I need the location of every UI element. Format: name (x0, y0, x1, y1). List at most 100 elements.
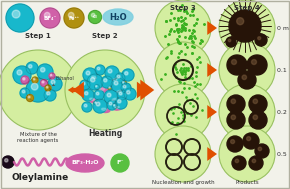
Circle shape (123, 82, 124, 83)
Text: F⁻: F⁻ (116, 160, 124, 166)
Circle shape (83, 68, 97, 82)
Ellipse shape (90, 98, 95, 100)
Circle shape (251, 60, 256, 64)
Circle shape (123, 85, 126, 88)
Circle shape (96, 86, 97, 87)
Circle shape (232, 156, 246, 170)
Circle shape (95, 102, 96, 103)
Circle shape (111, 154, 129, 172)
Circle shape (117, 75, 120, 78)
Circle shape (227, 95, 245, 113)
Ellipse shape (115, 106, 119, 108)
Circle shape (124, 88, 136, 100)
Circle shape (64, 8, 84, 28)
Circle shape (95, 65, 105, 75)
Circle shape (115, 97, 127, 109)
Circle shape (95, 84, 99, 90)
Text: Oleylamine: Oleylamine (11, 173, 69, 182)
Circle shape (104, 79, 107, 82)
Text: Step 3: Step 3 (170, 5, 196, 11)
Circle shape (46, 86, 48, 88)
Circle shape (41, 67, 45, 72)
Circle shape (249, 95, 267, 113)
Circle shape (86, 71, 90, 75)
Circle shape (91, 13, 95, 17)
Circle shape (40, 8, 60, 28)
Circle shape (155, 84, 211, 140)
Circle shape (255, 34, 267, 46)
Circle shape (97, 67, 100, 70)
Circle shape (33, 78, 35, 80)
Text: H₂O: H₂O (109, 12, 127, 22)
Text: 0.2 mL.: 0.2 mL. (277, 109, 290, 115)
Circle shape (44, 12, 50, 18)
Ellipse shape (112, 98, 116, 101)
Circle shape (82, 102, 92, 112)
Circle shape (125, 72, 128, 75)
Circle shape (32, 77, 38, 83)
Circle shape (87, 74, 103, 90)
Circle shape (242, 75, 246, 80)
Circle shape (231, 115, 235, 120)
Text: BF₃·H₂O: BF₃·H₂O (71, 160, 99, 166)
Circle shape (109, 87, 110, 88)
Ellipse shape (113, 78, 117, 81)
Circle shape (243, 133, 259, 149)
Circle shape (49, 73, 55, 79)
Circle shape (51, 80, 55, 84)
Text: 0.5 mL.: 0.5 mL. (277, 152, 290, 156)
Circle shape (253, 115, 258, 120)
Text: Nucleation and growth: Nucleation and growth (152, 180, 214, 185)
Circle shape (231, 140, 235, 144)
Circle shape (47, 92, 50, 95)
Circle shape (252, 159, 256, 163)
Circle shape (107, 100, 117, 110)
Ellipse shape (117, 90, 121, 92)
Circle shape (155, 42, 211, 98)
Circle shape (26, 78, 50, 102)
Circle shape (29, 65, 32, 68)
Text: BF₄⁻: BF₄⁻ (43, 15, 57, 20)
Text: Step 1: Step 1 (25, 33, 51, 39)
Circle shape (0, 50, 78, 130)
Ellipse shape (103, 9, 133, 25)
Circle shape (48, 77, 62, 91)
Circle shape (26, 94, 34, 101)
Circle shape (155, 0, 211, 56)
Circle shape (68, 12, 74, 18)
Circle shape (22, 90, 25, 93)
Circle shape (105, 66, 119, 80)
Circle shape (101, 76, 113, 88)
Circle shape (21, 76, 29, 84)
Circle shape (6, 4, 34, 32)
Text: reaction agents: reaction agents (17, 138, 59, 143)
Circle shape (227, 111, 245, 129)
Circle shape (2, 156, 14, 168)
Circle shape (80, 80, 90, 90)
Circle shape (13, 66, 31, 84)
Text: Step 2: Step 2 (92, 33, 118, 39)
Circle shape (122, 69, 134, 81)
Ellipse shape (111, 98, 119, 102)
Circle shape (94, 90, 104, 100)
Circle shape (219, 84, 275, 140)
Circle shape (121, 83, 131, 93)
Circle shape (231, 99, 235, 104)
Text: Ethanol: Ethanol (53, 76, 74, 86)
Ellipse shape (88, 97, 98, 103)
Circle shape (117, 90, 127, 100)
Circle shape (227, 136, 243, 152)
Circle shape (113, 104, 117, 108)
Ellipse shape (114, 106, 122, 110)
Circle shape (94, 101, 98, 105)
Circle shape (17, 70, 22, 75)
Circle shape (96, 92, 99, 95)
Circle shape (82, 89, 94, 101)
Circle shape (115, 73, 125, 83)
Ellipse shape (115, 90, 124, 94)
Circle shape (5, 159, 8, 162)
Circle shape (12, 10, 20, 18)
Circle shape (20, 88, 30, 98)
Circle shape (50, 74, 52, 76)
Circle shape (235, 159, 239, 163)
